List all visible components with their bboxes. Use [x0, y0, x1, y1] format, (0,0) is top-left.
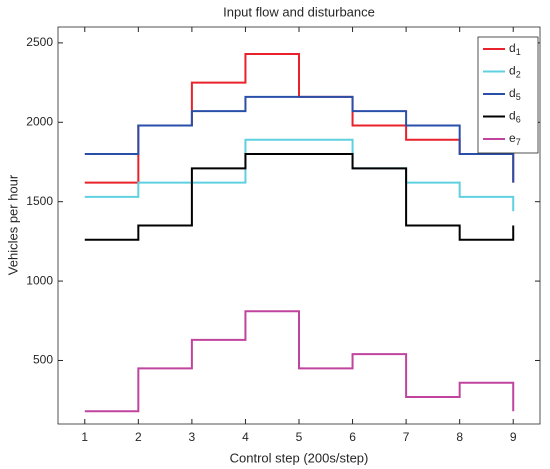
legend-label: e7 — [509, 131, 521, 147]
x-tick-label: 1 — [81, 430, 88, 444]
legend-label: d6 — [509, 109, 521, 125]
series-line — [84, 95, 515, 183]
x-tick-label: 8 — [456, 430, 463, 444]
y-tick-label: 1000 — [26, 273, 53, 287]
legend-label: d1 — [509, 41, 521, 57]
y-tick-label: 1500 — [26, 194, 53, 208]
y-tick-label: 2500 — [26, 35, 53, 49]
x-tick-label: 2 — [135, 430, 142, 444]
legend-label: d5 — [509, 86, 521, 102]
x-tick-label: 6 — [349, 430, 356, 444]
y-tick-label: 500 — [33, 353, 53, 367]
series-line — [84, 138, 515, 212]
series-line — [84, 153, 515, 241]
x-tick-label: 5 — [296, 430, 303, 444]
y-tick-label: 2000 — [26, 114, 53, 128]
x-tick-label: 9 — [510, 430, 517, 444]
y-axis-label: Vehicles per hour — [5, 174, 20, 275]
chart-title: Input flow and disturbance — [223, 4, 375, 19]
x-tick-label: 4 — [242, 430, 249, 444]
x-tick-label: 7 — [403, 430, 410, 444]
x-axis-label: Control step (200s/step) — [230, 450, 369, 465]
x-tick-label: 3 — [189, 430, 196, 444]
plot-frame — [57, 26, 541, 425]
series-line — [84, 310, 515, 413]
legend-label: d2 — [509, 64, 521, 80]
